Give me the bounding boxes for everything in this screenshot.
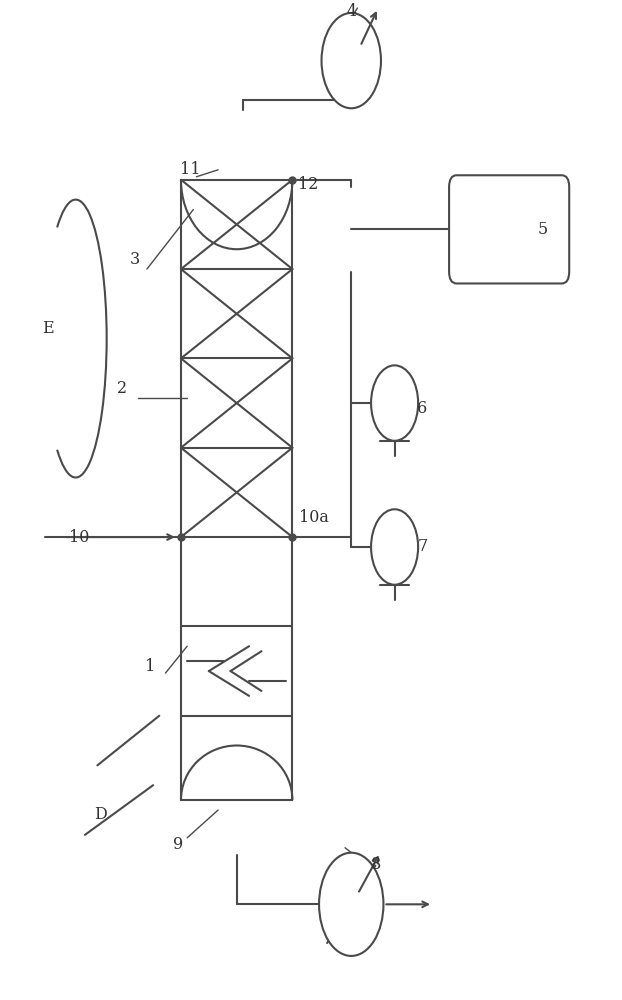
Text: 4: 4 [346,3,356,20]
Circle shape [319,853,383,956]
FancyBboxPatch shape [449,175,569,283]
Text: 9: 9 [173,836,183,853]
Text: 2: 2 [117,380,128,397]
Circle shape [322,13,381,108]
Text: 3: 3 [129,251,140,268]
Bar [181,180,292,800]
Text: 6: 6 [417,400,427,417]
Text: 7: 7 [417,538,427,555]
Text: 12: 12 [298,176,318,193]
Text: 10: 10 [68,529,89,546]
Circle shape [371,365,418,441]
Text: 10a: 10a [299,509,329,526]
Circle shape [371,509,418,585]
Text: 8: 8 [371,856,381,873]
Text: 5: 5 [538,221,549,238]
Text: E: E [42,320,53,337]
Text: D: D [94,806,107,823]
Text: 11: 11 [180,161,200,178]
Text: 1: 1 [145,658,155,675]
